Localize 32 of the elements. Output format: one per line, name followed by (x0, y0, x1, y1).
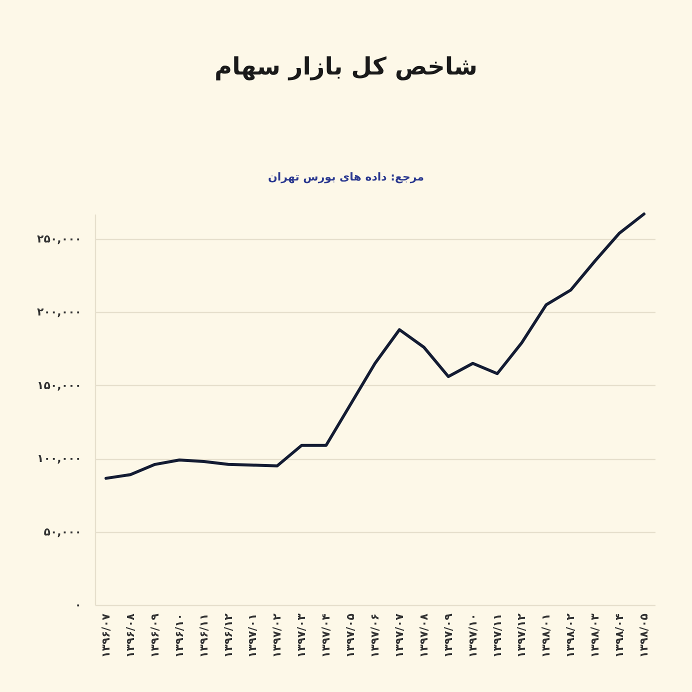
y-tick-label: ۲۵۰,۰۰۰ (37, 232, 82, 246)
x-tick-label: ۱۳۹۷/۰۸ (417, 613, 430, 658)
y-tick-label: ۲۰۰,۰۰۰ (37, 306, 82, 319)
x-tick-label: ۱۳۹۶/۱۱ (197, 614, 210, 658)
x-tick-label: ۱۳۹۷/۱۰ (466, 614, 480, 658)
y-tick-label: ۵۰,۰۰۰ (44, 525, 82, 538)
x-tick-label: ۱۳۹۶/۰۸ (124, 613, 137, 658)
x-tick-label: ۱۳۹۷/۰۶ (368, 614, 382, 658)
y-tick-label: ۱۵۰,۰۰۰ (37, 378, 82, 392)
x-tick-label: ۱۳۹۸/۰۴ (613, 613, 626, 658)
x-tick-label: ۱۳۹۶/۰۷ (100, 613, 113, 658)
x-tick-label: ۱۳۹۷/۰۵ (344, 613, 358, 658)
x-tick-label: ۱۳۹۷/۱۱ (490, 614, 504, 658)
x-tick-label: ۱۳۹۷/۰۲ (270, 613, 284, 658)
x-tick-label: ۱۳۹۷/۰۴ (320, 613, 333, 658)
x-tick-label: ۱۳۹۸/۰۱ (540, 614, 553, 658)
x-tick-label: ۱۳۹۷/۰۳ (295, 613, 308, 658)
y-tick-label: ۱۰۰,۰۰۰ (37, 452, 82, 466)
line-series (104, 212, 646, 480)
x-tick-label: ۱۳۹۷/۰۹ (442, 613, 455, 658)
x-tick-label: ۱۳۹۸/۰۵ (637, 613, 650, 658)
y-tick-label: ۰ (74, 598, 82, 612)
chart-subtitle: مرجع: داده های بورس تهران (268, 170, 424, 184)
x-tick-label: ۱۳۹۶/۱۲ (222, 613, 235, 658)
x-tick-label: ۱۳۹۷/۰۷ (392, 613, 406, 658)
x-tick-label: ۱۳۹۸/۰۲ (564, 613, 578, 658)
x-tick-label: ۱۳۹۶/۱۰ (172, 614, 186, 658)
x-tick-label: ۱۳۹۷/۱۲ (515, 613, 528, 658)
x-tick-label: ۱۳۹۷/۰۱ (246, 614, 260, 658)
x-tick-label: ۱۳۹۶/۰۹ (148, 613, 162, 658)
x-tick-label: ۱۳۹۸/۰۳ (588, 613, 602, 658)
chart-title: شاخص کل بازار سهام (214, 52, 478, 80)
